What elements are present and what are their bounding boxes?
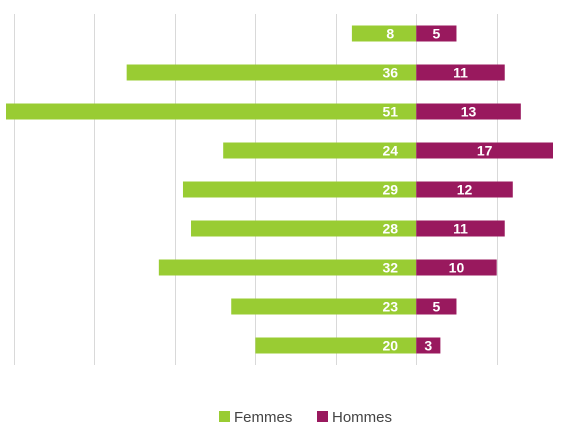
bar-femmes bbox=[231, 298, 417, 315]
data-label-femmes: 51 bbox=[382, 104, 398, 120]
bar-femmes bbox=[255, 337, 417, 354]
bar-femmes bbox=[223, 142, 417, 159]
bar-hommes bbox=[416, 298, 457, 315]
bar-femmes bbox=[6, 103, 417, 120]
data-label-femmes: 36 bbox=[382, 65, 398, 81]
data-label-femmes: 8 bbox=[386, 26, 394, 42]
data-label-hommes: 10 bbox=[449, 260, 465, 276]
bar-hommes bbox=[416, 259, 497, 276]
bar-hommes bbox=[416, 337, 441, 354]
legend-swatch-femmes bbox=[219, 411, 230, 422]
bar-hommes bbox=[416, 103, 521, 120]
data-label-hommes: 12 bbox=[457, 182, 473, 198]
data-label-hommes: 5 bbox=[432, 299, 440, 315]
data-label-femmes: 32 bbox=[382, 260, 398, 276]
bar-femmes bbox=[351, 25, 417, 42]
bar-femmes bbox=[158, 259, 417, 276]
bar-hommes bbox=[416, 142, 553, 159]
bar-hommes bbox=[416, 181, 513, 198]
bar-femmes bbox=[126, 64, 417, 81]
data-label-femmes: 24 bbox=[382, 143, 398, 159]
data-label-hommes: 3 bbox=[424, 338, 432, 354]
data-label-hommes: 5 bbox=[432, 26, 440, 42]
data-label-femmes: 23 bbox=[382, 299, 398, 315]
data-label-hommes: 11 bbox=[453, 65, 468, 81]
data-label-femmes: 20 bbox=[382, 338, 398, 354]
data-labels: 8 5 36 11 51 13 24 17 29 12 28 11 32 10 23 5 20 3 bbox=[382, 26, 492, 354]
data-label-femmes: 29 bbox=[382, 182, 398, 198]
bar-femmes bbox=[191, 220, 417, 237]
bars bbox=[6, 25, 553, 354]
data-label-hommes: 11 bbox=[453, 221, 468, 237]
data-label-femmes: 28 bbox=[382, 221, 398, 237]
legend-swatch-hommes bbox=[317, 411, 328, 422]
legend: Femmes Hommes bbox=[219, 409, 392, 426]
bar-hommes bbox=[416, 220, 505, 237]
data-label-hommes: 13 bbox=[461, 104, 477, 120]
legend-label-femmes: Femmes bbox=[234, 409, 292, 426]
bar-femmes bbox=[182, 181, 417, 198]
legend-label-hommes: Hommes bbox=[332, 409, 392, 426]
bar-hommes bbox=[416, 64, 505, 81]
data-label-hommes: 17 bbox=[477, 143, 493, 159]
bar-hommes bbox=[416, 25, 457, 42]
